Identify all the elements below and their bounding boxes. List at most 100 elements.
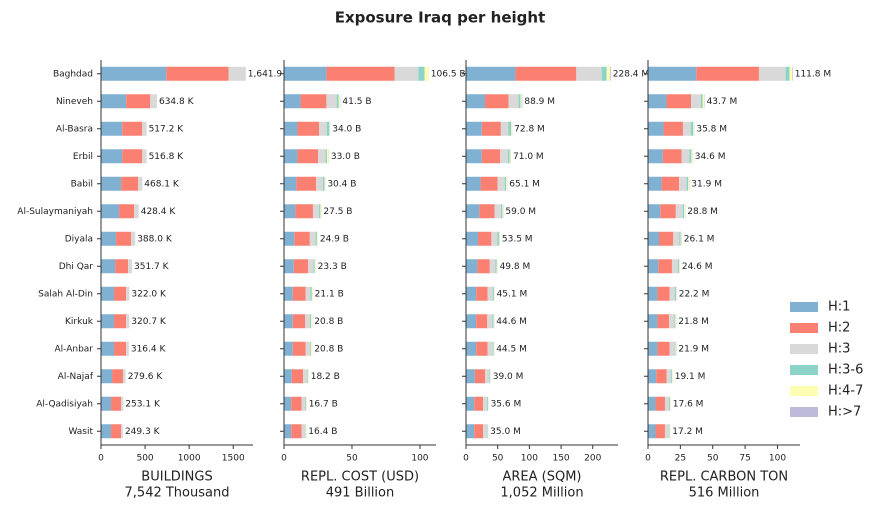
x-axis-label: 1,052 Million [500, 486, 583, 501]
bar-segment [284, 204, 296, 219]
legend-label: H:2 [828, 321, 850, 336]
total-label: 35.0 M [490, 427, 521, 437]
bar-segment [648, 204, 661, 219]
bar-segment [228, 66, 246, 81]
total-label: 322.0 K [131, 289, 167, 299]
bar-segment [502, 204, 504, 219]
bar-segment [116, 231, 132, 246]
bar-segment [284, 396, 292, 411]
bar-segment [309, 314, 312, 329]
bar-segment [668, 424, 670, 439]
total-label: 43.7 M [707, 97, 738, 107]
legend-label: H:>7 [828, 405, 861, 420]
bar-segment [112, 369, 124, 384]
bar-segment [474, 396, 484, 411]
bar-segment [606, 66, 610, 81]
total-label: 24.6 M [682, 262, 713, 272]
bar-segment [309, 231, 316, 246]
bar-segment [648, 259, 659, 274]
bar-segment [115, 259, 129, 274]
bar-segment [657, 286, 670, 301]
bar-segment [326, 66, 395, 81]
bar-segment [466, 259, 478, 274]
bar-segment [101, 121, 123, 136]
total-label: 41.5 B [342, 97, 371, 107]
bar-segment [474, 424, 484, 439]
total-label: 320.7 K [131, 317, 167, 327]
bar-segment [312, 204, 320, 219]
bar-segment [284, 286, 293, 301]
bar-segment [324, 176, 326, 191]
total-label: 16.7 B [309, 399, 338, 409]
bar-segment [466, 94, 486, 109]
total-label: 228.4 M [613, 69, 649, 79]
bar-segment [679, 176, 687, 191]
bar-segment [663, 121, 683, 136]
bar-segment [466, 121, 482, 136]
bar-segment [301, 396, 306, 411]
bar-segment [466, 314, 477, 329]
total-label: 1,641.9 K [248, 69, 292, 79]
bar-segment [305, 396, 307, 411]
y-tick-label: Salah Al-Din [38, 289, 93, 299]
bar-segment [114, 341, 127, 356]
total-label: 316.4 K [131, 344, 167, 354]
x-axis-label: 491 Billion [326, 486, 395, 501]
bar-segment [509, 149, 511, 164]
bar-segment [122, 121, 143, 136]
bar-segment [508, 121, 512, 136]
bar-segment [662, 149, 682, 164]
bar-segment [648, 424, 656, 439]
bar-segment [478, 231, 492, 246]
total-label: 253.1 K [125, 399, 161, 409]
bar-segment [101, 149, 123, 164]
bar-segment [666, 94, 692, 109]
bar-segment [500, 121, 509, 136]
x-tick-label: 75 [739, 454, 750, 464]
bar-segment [690, 121, 694, 136]
bar-segment [126, 286, 130, 301]
figure-title: Exposure Iraq per height [335, 9, 546, 27]
bar-segment [576, 66, 602, 81]
bar-segment [311, 341, 313, 356]
bar-segment [301, 424, 306, 439]
bar-segment [101, 231, 117, 246]
total-label: 39.0 M [493, 372, 524, 382]
bar-segment [466, 341, 477, 356]
bar-segment [659, 231, 674, 246]
bar-segment [696, 66, 759, 81]
y-tick-label: Nineveh [56, 97, 93, 107]
bar-segment [134, 204, 139, 219]
bar-segment [487, 286, 493, 301]
total-label: 21.9 M [678, 344, 709, 354]
bar-segment [655, 396, 665, 411]
bar-segment [305, 314, 310, 329]
x-tick-label: 25 [675, 454, 686, 464]
bar-segment [792, 66, 793, 81]
bar-segment [138, 176, 142, 191]
y-tick-label: Al-Qadisiyah [36, 399, 93, 409]
bar-segment [674, 314, 676, 329]
bar-segment [520, 94, 522, 109]
bar-segment [119, 204, 135, 219]
bar-segment [671, 369, 672, 384]
bar-segment [601, 66, 607, 81]
bar-segment [680, 231, 682, 246]
legend-label: H:1 [828, 300, 850, 315]
bar-segment [664, 424, 669, 439]
bar-segment [316, 231, 318, 246]
bar-segment [669, 396, 671, 411]
bar-segment [664, 396, 670, 411]
bar-segment [297, 149, 319, 164]
bar-segment [310, 286, 312, 301]
x-tick-label: 0 [463, 454, 469, 464]
bar-segment [789, 66, 793, 81]
bar-segment [785, 66, 790, 81]
y-tick-label: Kirkuk [65, 317, 94, 327]
legend-swatch [790, 323, 818, 333]
total-label: 18.2 B [311, 372, 340, 382]
bar-segment [292, 341, 306, 356]
bar-segment [686, 176, 689, 191]
bar-segment [498, 231, 500, 246]
bar-segment [101, 341, 115, 356]
